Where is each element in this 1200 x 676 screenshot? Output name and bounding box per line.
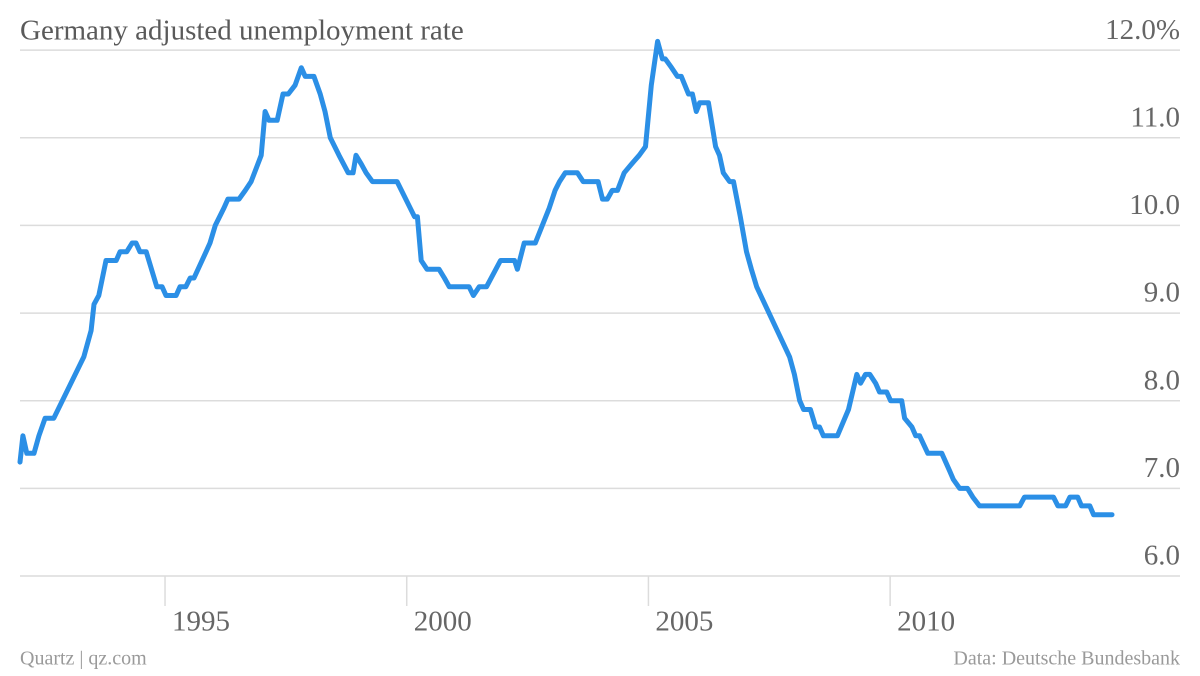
credit: Quartz | qz.com <box>20 648 147 670</box>
y-tick-label: 9.0 <box>1144 277 1180 309</box>
y-tick-label: 6.0 <box>1144 540 1180 572</box>
y-tick-label: 7.0 <box>1144 452 1180 484</box>
y-tick-label: 11.0 <box>1130 101 1180 133</box>
x-tick-label: 2000 <box>414 606 472 638</box>
y-tick-label: 8.0 <box>1144 364 1180 396</box>
y-tick-label: 12.0% <box>1105 14 1180 46</box>
x-tick-label: 2010 <box>897 606 955 638</box>
x-tick-label: 2005 <box>655 606 713 638</box>
x-tick-label: 1995 <box>172 606 230 638</box>
line <box>17 38 1115 518</box>
source: Data: Deutsche Bundesbank <box>953 648 1180 670</box>
chart-title: Germany adjusted unemployment rate <box>20 15 464 47</box>
y-tick-label: 10.0 <box>1129 189 1180 221</box>
